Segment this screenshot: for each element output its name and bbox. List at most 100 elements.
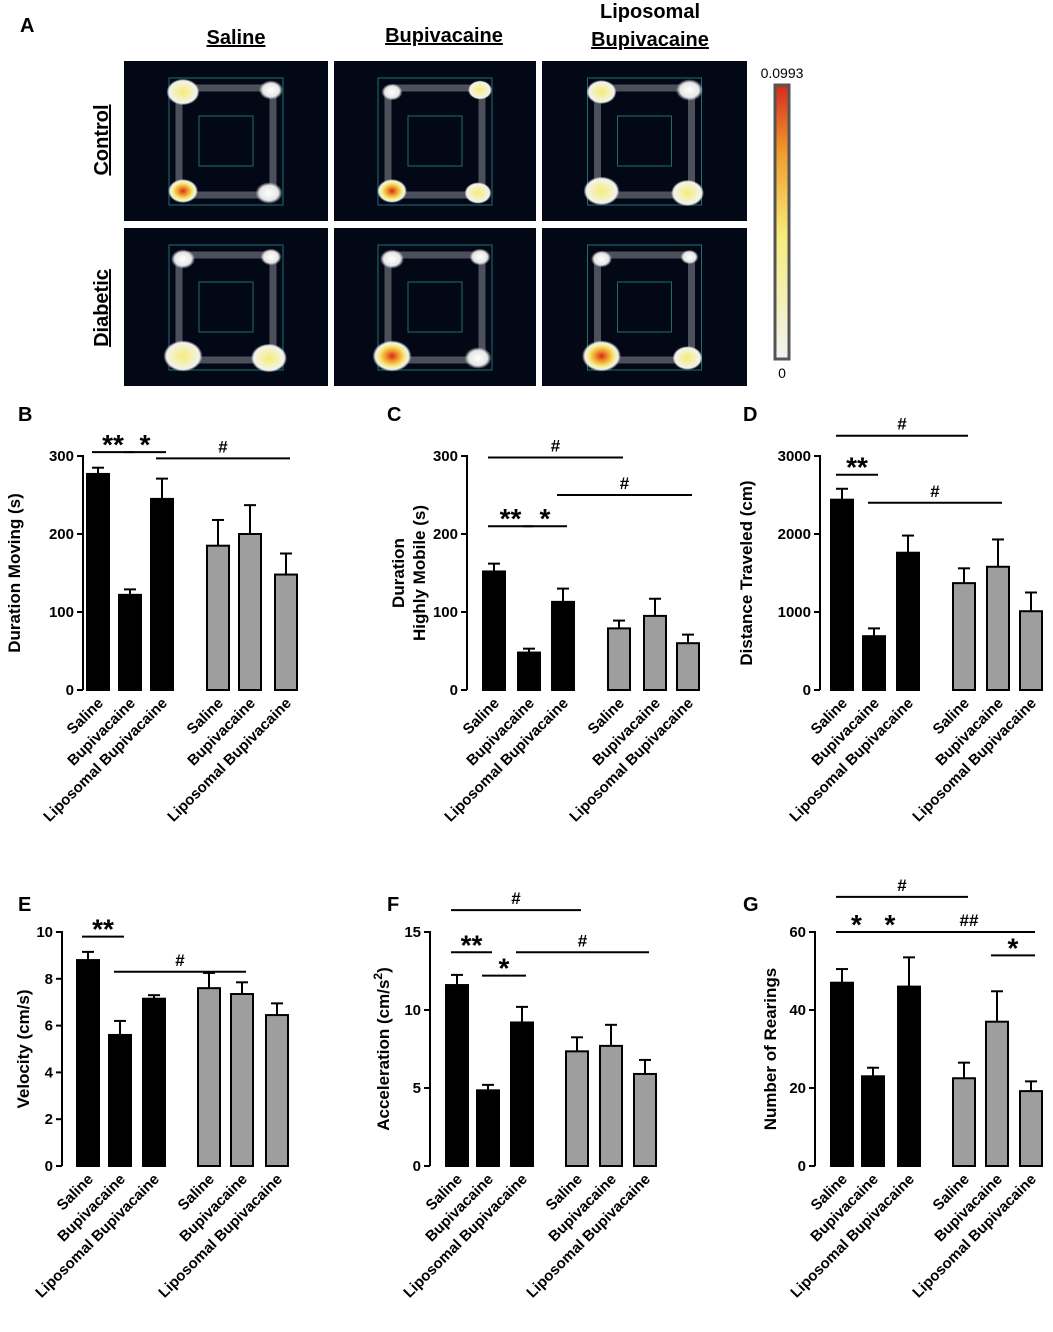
- panel-letter-a: A: [20, 15, 34, 37]
- significance-label: **: [102, 429, 124, 460]
- activity-hotspot: [380, 249, 404, 269]
- bar: [118, 593, 142, 692]
- bar: [896, 551, 920, 691]
- y-axis-label: Number of Rearings: [761, 968, 780, 1130]
- y-axis-label: Velocity (cm/s): [14, 989, 33, 1108]
- bar: [76, 959, 100, 1168]
- y-tick-label: 300: [49, 448, 74, 465]
- bar: [599, 1044, 623, 1168]
- bar: [897, 985, 921, 1167]
- activity-hotspot: [676, 79, 703, 101]
- y-axis-label: Duration Highly Mobile (s): [389, 505, 429, 641]
- activity-hotspot: [260, 248, 282, 266]
- activity-trace: [594, 251, 695, 364]
- bar: [830, 981, 854, 1168]
- y-tick-label: 60: [789, 924, 806, 941]
- y-tick-label: 15: [404, 924, 421, 941]
- bar: [986, 565, 1010, 692]
- bar: [238, 533, 262, 691]
- arena-center-zone: [617, 281, 672, 333]
- significance-label: #: [175, 951, 185, 970]
- y-axis-label-main: Acceleration (cm/s: [374, 980, 393, 1131]
- bar: [952, 582, 976, 692]
- activity-hotspot: [583, 176, 620, 206]
- row-title-control: Control: [91, 104, 113, 175]
- y-tick-label: 1000: [778, 604, 811, 621]
- heatmap-grid: [124, 61, 747, 386]
- y-tick-label: 0: [803, 682, 811, 699]
- activity-hotspot: [163, 340, 203, 372]
- y-tick-label: 200: [433, 526, 458, 543]
- bar: [150, 497, 174, 691]
- y-tick-label: 100: [49, 604, 74, 621]
- bar: [482, 570, 506, 691]
- y-tick-label: 6: [45, 1018, 53, 1035]
- activity-hotspot: [680, 249, 699, 265]
- bar: [265, 1014, 289, 1167]
- y-tick-label: 10: [36, 924, 53, 941]
- heatmap-cell: [124, 61, 328, 221]
- bar: [142, 997, 166, 1167]
- significance-label: **: [461, 929, 483, 960]
- significance-label: #: [620, 474, 630, 493]
- significance-label: #: [897, 415, 907, 434]
- activity-trace: [594, 84, 695, 199]
- panel-letter: F: [387, 894, 399, 916]
- y-axis-label-line: Highly Mobile (s): [410, 505, 429, 641]
- bar: [1019, 1090, 1043, 1167]
- bar: [861, 1075, 885, 1168]
- colorbar: 0.0993 0: [761, 65, 804, 381]
- x-tick-label: Liposomal Bupivacaine: [40, 695, 170, 825]
- activity-trace: [175, 84, 277, 199]
- y-tick-label: 0: [66, 682, 74, 699]
- activity-hotspot: [464, 347, 492, 369]
- y-tick-label: 0: [45, 1158, 53, 1175]
- activity-hotspot: [468, 80, 492, 100]
- row-title-diabetic: Diabetic: [91, 269, 113, 347]
- arena-outline: [377, 77, 493, 206]
- panel-letter: E: [18, 894, 31, 916]
- heatmap-background: [542, 61, 747, 221]
- bar: [830, 498, 854, 691]
- significance-label: **: [92, 914, 114, 945]
- panel-letter: B: [18, 404, 32, 426]
- activity-trace: [384, 84, 486, 199]
- column-title-liposomal-line1: Liposomal: [600, 1, 700, 23]
- bar: [517, 651, 541, 691]
- heatmap-cell: [542, 228, 747, 386]
- arena-center-zone: [617, 115, 672, 167]
- significance-label: **: [500, 503, 522, 534]
- y-axis-label: Distance Traveled (cm): [737, 480, 756, 665]
- column-title-bupivacaine: Bupivacaine: [385, 25, 503, 47]
- activity-hotspot: [586, 80, 617, 104]
- activity-hotspot: [671, 179, 704, 207]
- significance-label: #: [578, 931, 588, 950]
- significance-label: *: [851, 909, 862, 940]
- bar: [445, 984, 469, 1167]
- panel-letter: C: [387, 404, 401, 426]
- arena-center-zone: [407, 281, 463, 333]
- bar: [86, 472, 110, 691]
- significance-label: *: [1008, 932, 1019, 963]
- significance-label: *: [140, 429, 151, 460]
- arena-outline: [168, 77, 284, 206]
- significance-label: #: [897, 876, 907, 895]
- y-tick-label: 3000: [778, 448, 811, 465]
- y-tick-label: 8: [45, 971, 53, 988]
- column-title-saline: Saline: [207, 27, 266, 49]
- bar: [510, 1021, 534, 1167]
- activity-hotspot: [591, 250, 612, 268]
- bar: [565, 1050, 589, 1167]
- heatmap-background: [334, 61, 536, 221]
- activity-hotspot: [171, 249, 195, 269]
- bar: [1019, 610, 1043, 691]
- heatmap-cell: [124, 228, 328, 386]
- bar: [643, 614, 667, 692]
- bar: [476, 1089, 500, 1167]
- activity-hotspot: [582, 340, 621, 372]
- arena-center-zone: [198, 281, 254, 333]
